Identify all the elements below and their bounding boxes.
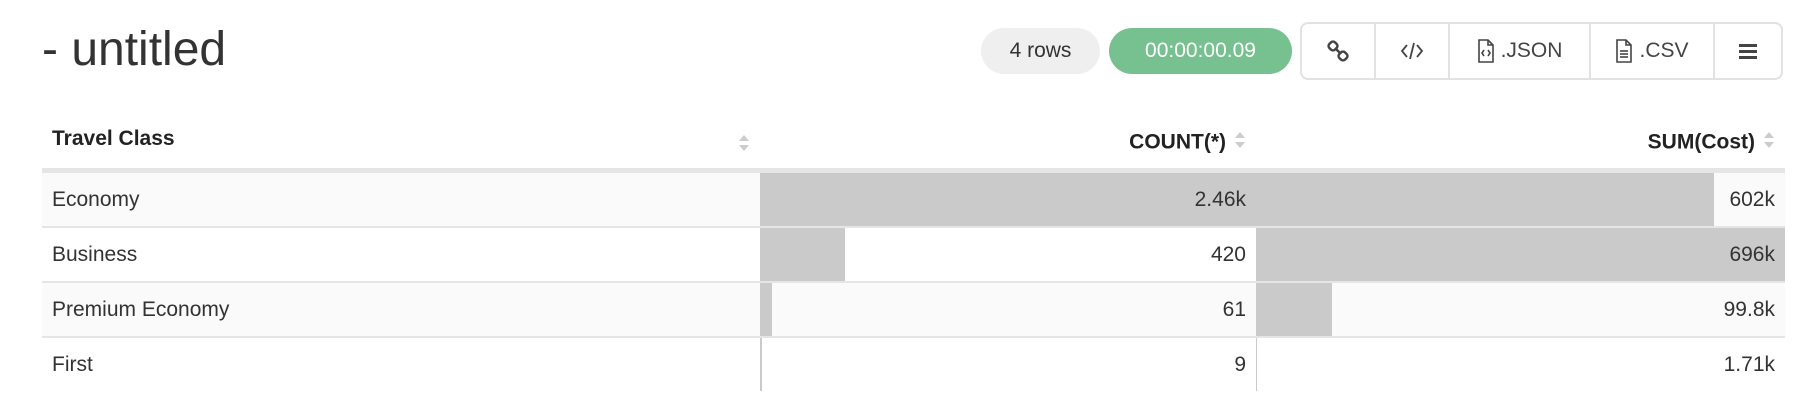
copy-link-button[interactable] [1302,24,1376,78]
sort-icon[interactable] [1763,130,1775,156]
cell-sum-cost: 99.8k [1256,282,1785,338]
elapsed-time-badge: 00:00:00.09 [1109,28,1292,74]
more-menu-button[interactable] [1715,24,1781,78]
count-bar [760,283,773,336]
sum-bar [1256,173,1714,226]
cell-travel-class: First [52,352,93,376]
cell-count: 9 [760,337,1256,391]
csv-file-icon [1616,39,1633,63]
cell-travel-class: Business [42,227,760,283]
cell-sum-cost: 696k [1256,227,1785,283]
sum-bar [1256,338,1258,391]
cell-travel-class: Premium Economy [42,282,760,338]
table-row: First 9 1.71k [42,337,1785,391]
cell-count: 61 [760,282,1256,338]
row-count-badge: 4 rows [981,28,1100,74]
count-bar [760,338,762,391]
table-row: Premium Economy 61 99.8k [42,282,1785,338]
json-file-icon [1477,39,1494,63]
menu-icon [1739,44,1757,59]
cell-count: 420 [760,227,1256,283]
sort-icon[interactable] [738,133,750,159]
sort-icon[interactable] [1234,130,1246,156]
sum-bar [1256,228,1785,281]
count-bar [760,173,1256,226]
export-csv-label: .CSV [1639,39,1689,62]
export-json-label: .JSON [1500,39,1563,62]
table-row: Business 420 696k [42,227,1785,283]
cell-sum-cost: 1.71k [1256,337,1785,391]
column-header-travel-class[interactable]: Travel Class [42,118,760,173]
column-header-count[interactable]: COUNT(*) [760,118,1256,173]
code-icon [1400,42,1424,60]
page-title: - untitled [42,23,227,76]
export-json-button[interactable]: .JSON [1450,24,1591,78]
column-header-sum-cost[interactable]: SUM(Cost) [1256,118,1785,173]
view-query-button[interactable] [1376,24,1450,78]
toolbar: .JSON .CSV [1300,22,1783,80]
cell-sum-cost: 602k [1256,170,1785,228]
link-icon [1327,40,1349,62]
cell-travel-class: Economy [42,170,760,228]
count-bar [760,228,845,281]
results-table: Travel Class COUNT(*) SUM(Cost) Economy 2… [42,118,1785,391]
export-csv-button[interactable]: .CSV [1591,24,1715,78]
table-row: Economy 2.46k 602k [42,170,1785,228]
sum-bar [1256,283,1332,336]
cell-count: 2.46k [760,170,1256,228]
